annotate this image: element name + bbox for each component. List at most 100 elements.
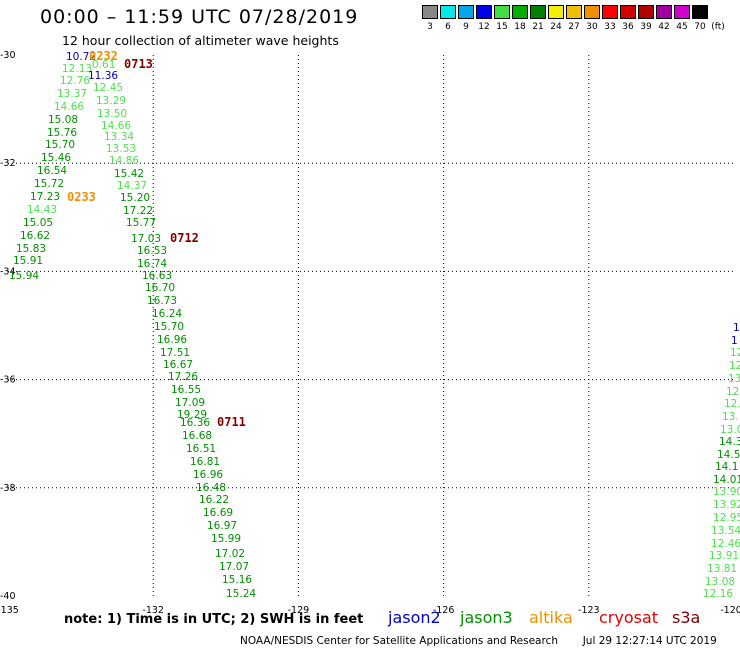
scale-label: 27 — [568, 22, 580, 32]
swh-value: 13.54 — [711, 525, 740, 537]
swh-value: 16.48 — [196, 482, 226, 494]
swh-value: 16.69 — [203, 507, 233, 519]
latitude-label: -40 — [0, 591, 16, 602]
longitude-label: -120 — [720, 605, 740, 616]
swh-value: 13.0 — [720, 424, 740, 436]
scale-swatch — [584, 5, 600, 19]
scale-swatch — [548, 5, 564, 19]
swh-value: 15.99 — [211, 533, 241, 545]
latitude-label: -32 — [0, 158, 16, 169]
swh-value: 0.61 — [92, 59, 115, 71]
scale-swatch — [458, 5, 474, 19]
swh-value: 13.92 — [713, 499, 740, 511]
scale-label: 12 — [478, 22, 490, 32]
swh-value: 16.54 — [37, 165, 67, 177]
swh-value: 15.72 — [34, 178, 64, 190]
swh-value: 15.77 — [126, 217, 156, 229]
page-title: 00:00 – 11:59 UTC 07/28/2019 — [40, 6, 359, 28]
latitude-label: -34 — [0, 266, 16, 277]
swh-value: 16.51 — [186, 443, 216, 455]
latitude-label: -38 — [0, 483, 16, 494]
swh-value: 14.37 — [117, 180, 147, 192]
swh-value: 12.45 — [93, 82, 123, 94]
swh-value: 12 — [726, 386, 739, 398]
swh-value: 19.29 — [177, 409, 207, 421]
scale-label: 30 — [586, 22, 598, 32]
scale-swatch — [476, 5, 492, 19]
swh-value: 13.37 — [57, 88, 87, 100]
swh-value: 12.95 — [713, 512, 740, 524]
swh-value: 15.94 — [9, 270, 39, 282]
swh-value: 15.42 — [114, 168, 144, 180]
scale-label: 21 — [532, 22, 544, 32]
color-scale: 3 6 9 12 15 18 21 24 27 30 33 36 39 42 45 70 (ft) — [422, 5, 728, 35]
swh-value: 15.16 — [222, 574, 252, 586]
swh-value: 16.55 — [171, 384, 201, 396]
scale-swatch — [530, 5, 546, 19]
swh-value: 15.83 — [16, 243, 46, 255]
scale-label: 36 — [622, 22, 634, 32]
scale-swatch — [602, 5, 618, 19]
swh-value: 13.81 — [707, 563, 737, 575]
legend-jason2: jason2 — [388, 608, 441, 627]
swh-value: 12.16 — [703, 588, 733, 600]
swh-value: 16.24 — [152, 308, 182, 320]
scale-label: 39 — [640, 22, 652, 32]
swh-value: 16.74 — [137, 258, 167, 270]
scale-swatch — [692, 5, 708, 19]
scale-swatch — [512, 5, 528, 19]
footer-credit: NOAA/NESDIS Center for Satellite Applica… — [240, 635, 558, 647]
longitude-label: -135 — [0, 605, 19, 616]
scale-swatch — [566, 5, 582, 19]
swh-value: 14.01 — [713, 474, 740, 486]
swh-value: 16.73 — [147, 295, 177, 307]
swh-value: 16.62 — [20, 230, 50, 242]
swh-value: 16.70 — [145, 282, 175, 294]
swh-value: 13.90 — [713, 486, 740, 498]
units-note: note: 1) Time is in UTC; 2) SWH is in fe… — [64, 612, 364, 627]
swh-value: 17.51 — [160, 347, 190, 359]
swh-value: 16.22 — [199, 494, 229, 506]
swh-value: 17.22 — [123, 205, 153, 217]
longitude-label: -132 — [142, 605, 164, 616]
swh-value: 10.72 — [66, 51, 96, 63]
legend-s3a: s3a — [672, 608, 701, 627]
swh-value: 16.96 — [193, 469, 223, 481]
legend-jason3: jason3 — [460, 608, 513, 627]
swh-value: 17.07 — [219, 561, 249, 573]
scale-swatch — [620, 5, 636, 19]
scale-label: 15 — [496, 22, 508, 32]
swh-value: 16.96 — [157, 334, 187, 346]
scale-label: 33 — [604, 22, 616, 32]
longitude-label: -129 — [288, 605, 310, 616]
swh-value: 17.02 — [215, 548, 245, 560]
swh-value: 13.34 — [104, 131, 134, 143]
scale-swatch — [674, 5, 690, 19]
swh-value: 14.43 — [27, 204, 57, 216]
swh-value: 17.03 — [131, 233, 161, 245]
swh-value: 14.5 — [717, 449, 740, 461]
swh-value: 14.86 — [109, 155, 139, 167]
legend-cryosat: cryosat — [599, 608, 659, 627]
swh-value: 12 — [729, 360, 740, 372]
scale-swatch — [422, 5, 438, 19]
swh-value: 17.26 — [168, 371, 198, 383]
swh-value: 17.09 — [175, 397, 205, 409]
swh-value: 15.20 — [120, 192, 150, 204]
scale-label: 3 — [427, 22, 433, 32]
scale-swatch — [638, 5, 654, 19]
swh-value: 12.76 — [60, 75, 90, 87]
scale-unit: (ft) — [711, 22, 725, 32]
scale-label: 24 — [550, 22, 562, 32]
swh-value: 17.23 — [30, 191, 60, 203]
swh-value: 12 — [730, 347, 740, 359]
legend-altika: altika — [529, 608, 573, 627]
swh-value: 15.70 — [154, 321, 184, 333]
swh-value: 12.13 — [62, 63, 92, 75]
pass-time-label: 0712 — [170, 231, 199, 245]
swh-value: 15.08 — [48, 114, 78, 126]
swh-value: 12. — [724, 398, 740, 410]
longitude-label: -123 — [578, 605, 600, 616]
scale-swatch — [494, 5, 510, 19]
